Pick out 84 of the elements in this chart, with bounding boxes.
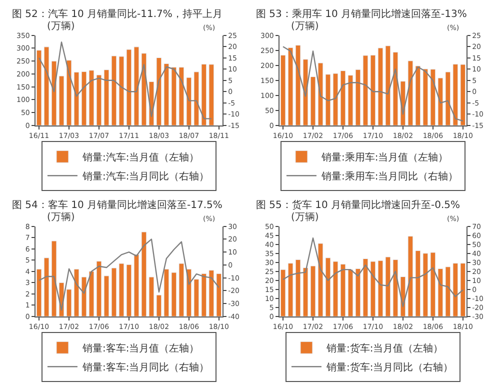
bar — [171, 272, 177, 316]
bar — [392, 52, 398, 126]
bar — [126, 49, 132, 126]
bar — [194, 279, 200, 316]
bar — [288, 47, 294, 126]
bar — [186, 268, 192, 316]
bar — [141, 232, 147, 316]
bar — [134, 254, 140, 316]
bar — [194, 72, 200, 126]
line-series — [38, 42, 212, 120]
bar — [51, 240, 57, 316]
bar — [385, 46, 391, 126]
chart-title: 图 52：汽车 10 月销量同比-11.7%，持平上月 — [12, 8, 222, 20]
bar — [422, 68, 428, 126]
legend-label: 销量:货车:当月同比（右轴） — [325, 362, 454, 374]
bar — [208, 64, 214, 126]
bar — [295, 45, 301, 126]
bar — [452, 263, 458, 316]
bar — [44, 258, 50, 316]
bar — [156, 57, 162, 126]
bar — [156, 294, 162, 316]
bar — [118, 263, 124, 316]
line-series — [282, 237, 464, 308]
bar — [178, 67, 184, 126]
bar — [216, 273, 222, 316]
bar — [378, 48, 384, 126]
legend-label: 销量:乘用车:当月值（左轴） — [320, 152, 448, 164]
bar — [415, 250, 421, 316]
bar — [201, 273, 207, 316]
bar — [134, 46, 140, 126]
bar — [178, 263, 184, 316]
bar — [370, 54, 376, 126]
bar — [378, 260, 384, 316]
bar — [164, 268, 170, 316]
bar — [362, 258, 368, 316]
bar — [171, 67, 177, 126]
bar — [362, 55, 368, 126]
bar — [295, 259, 301, 316]
bar — [438, 268, 444, 316]
legend-label: 销量:客车:当月值（左轴） — [81, 342, 200, 355]
bar — [208, 270, 214, 316]
bar — [36, 268, 42, 316]
bar — [438, 78, 444, 126]
bar — [126, 264, 132, 316]
bar — [422, 253, 428, 316]
y-axis-title: (万辆) — [291, 211, 319, 223]
bar — [408, 60, 414, 126]
bar — [186, 77, 192, 126]
bar — [201, 64, 207, 126]
bar — [445, 72, 451, 126]
bar — [141, 53, 147, 126]
legend-label: 销量:乘用车:当月同比（右轴） — [320, 170, 458, 183]
bar — [408, 236, 414, 316]
bar — [392, 259, 398, 316]
y-axis-title: (万辆) — [47, 20, 75, 32]
bar — [118, 56, 124, 126]
bar — [370, 261, 376, 316]
bar — [460, 64, 466, 126]
y-axis-title: (万辆) — [47, 211, 75, 223]
legend-label: 销量:汽车:当月同比（右轴） — [81, 170, 210, 183]
line-series — [282, 46, 464, 122]
bar — [36, 50, 42, 126]
bar — [148, 276, 154, 316]
bar — [44, 46, 50, 126]
bar — [280, 54, 286, 126]
bar — [452, 64, 458, 126]
y-axis-title: (万辆) — [291, 20, 319, 32]
bar — [385, 256, 391, 316]
bar — [288, 263, 294, 316]
chart-title: 图 54：客车 10 月销量同比增速回落至-17.5% — [12, 199, 222, 211]
bar — [280, 269, 286, 316]
bar — [430, 252, 436, 316]
bar — [164, 63, 170, 126]
chart-title: 图 55：货车 10 月销量同比增速回升至-0.5% — [256, 199, 460, 211]
bar — [415, 66, 421, 126]
bar — [445, 266, 451, 316]
bar — [460, 263, 466, 316]
chart-title: 图 53：乘用车 10 月销量同比增速回落至-13% — [256, 8, 467, 20]
legend-label: 销量:客车:当月同比（右轴） — [81, 362, 210, 374]
bar — [51, 60, 57, 126]
legend-label: 销量:货车:当月值（左轴） — [325, 342, 444, 355]
bar — [430, 69, 436, 126]
legend-label: 销量:汽车:当月值（左轴） — [81, 152, 200, 164]
line-series — [38, 238, 220, 311]
